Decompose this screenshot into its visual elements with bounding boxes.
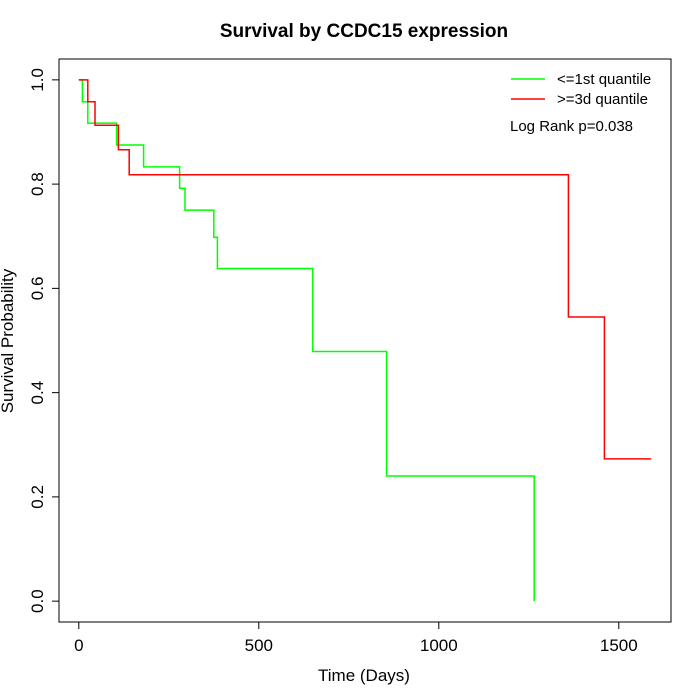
series-line-2 xyxy=(78,79,652,460)
chart-title: Survival by CCDC15 expression xyxy=(220,21,508,42)
y-tick-label: 0.2 xyxy=(28,485,47,509)
y-tick-label: 0.8 xyxy=(28,172,47,196)
x-tick-label: 0 xyxy=(74,636,83,655)
log-rank-annotation: Log Rank p=0.038 xyxy=(510,118,633,135)
y-tick-label: 0.4 xyxy=(28,381,47,405)
x-tick-label: 500 xyxy=(245,636,273,655)
y-tick-label: 1.0 xyxy=(28,68,47,92)
plot-frame xyxy=(58,58,672,623)
y-axis-label: Survival Probability xyxy=(0,268,17,413)
legend-label: >=3d quantile xyxy=(557,91,648,108)
legend-label: <=1st quantile xyxy=(557,71,651,88)
x-tick-label: 1000 xyxy=(420,636,458,655)
x-tick-label: 1500 xyxy=(600,636,638,655)
series-line-1 xyxy=(78,79,535,602)
y-tick-label: 0.0 xyxy=(28,589,47,613)
legend: <=1st quantile >=3d quantile xyxy=(511,71,651,108)
y-tick-label: 0.6 xyxy=(28,277,47,301)
series-layer xyxy=(78,79,652,602)
x-axis-label: Time (Days) xyxy=(318,666,410,685)
x-axis: 0 500 1000 1500 xyxy=(74,621,638,655)
y-axis: 0.0 0.2 0.4 0.6 0.8 1.0 xyxy=(28,68,60,613)
